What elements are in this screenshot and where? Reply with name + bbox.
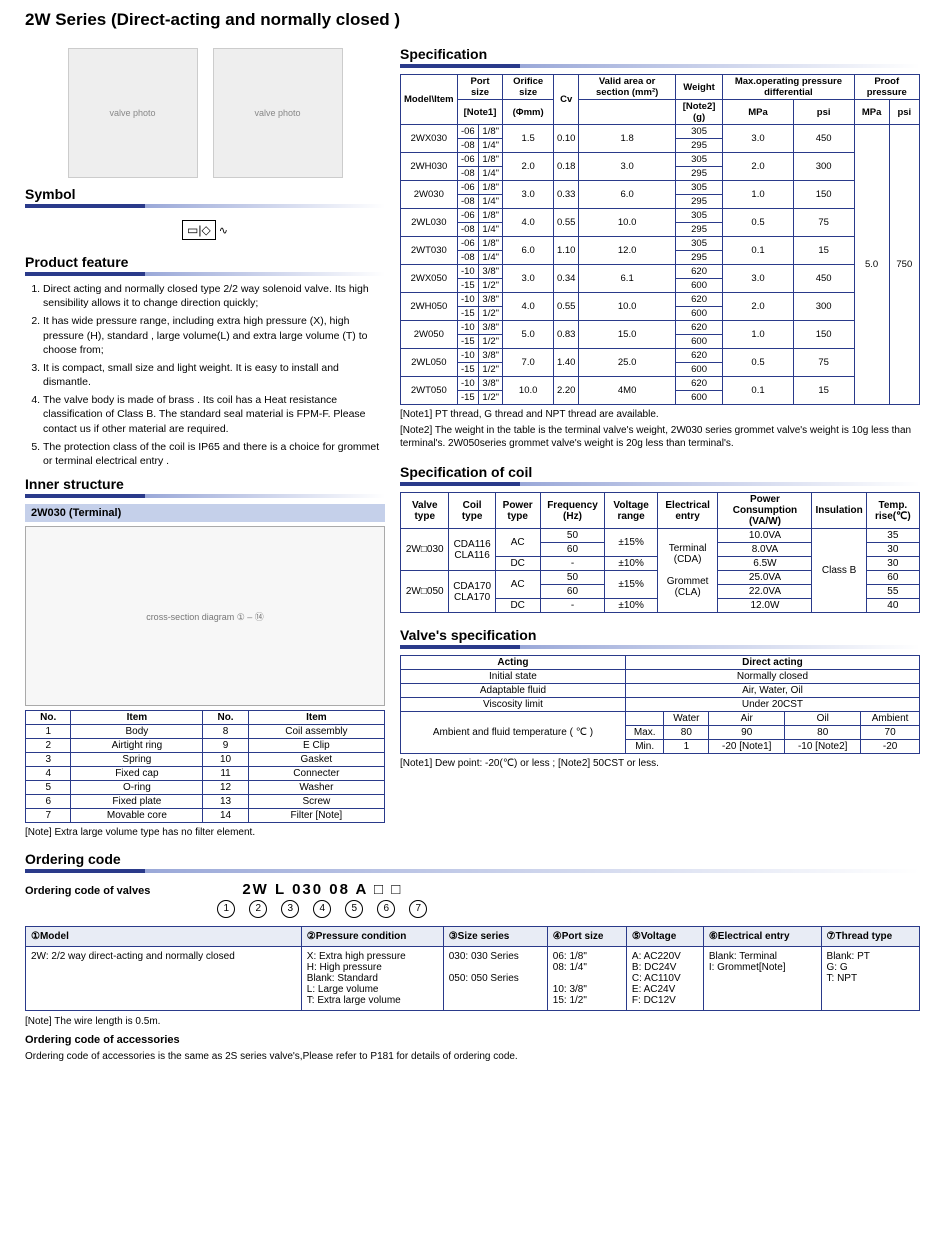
spec-table: Model\ItemPort sizeOrifice sizeCvValid a… xyxy=(400,74,920,405)
vspec-heading: Valve's specification xyxy=(400,627,920,649)
feature-item: It is compact, small size and light weig… xyxy=(43,361,385,389)
feature-item: Direct acting and normally closed type 2… xyxy=(43,282,385,310)
feature-item: The protection class of the coil is IP65… xyxy=(43,440,385,468)
struct-label: 2W030 (Terminal) xyxy=(25,504,385,522)
parts-table: No.ItemNo.Item1Body8Coil assembly2Airtig… xyxy=(25,710,385,823)
coil-table: Valve typeCoil typePower typeFrequency (… xyxy=(400,492,920,613)
product-images: valve photo valve photo xyxy=(25,38,385,178)
order-sub2: Ordering code of accessories xyxy=(25,1034,920,1046)
coil-heading: Specification of coil xyxy=(400,464,920,486)
spec-heading: Specification xyxy=(400,46,920,68)
order-code: 2W L 030 08 A □ □ xyxy=(210,881,434,898)
valve-photo-2: valve photo xyxy=(213,48,343,178)
order-nums: 1234567 xyxy=(210,900,434,918)
page-title: 2W Series (Direct-acting and normally cl… xyxy=(25,10,920,30)
symbol-diagram: ▭|◇ ∿ xyxy=(25,214,385,246)
struct-diagram: cross-section diagram ① – ⑭ xyxy=(25,526,385,706)
valve-photo-1: valve photo xyxy=(68,48,198,178)
order-sub2-text: Ordering code of accessories is the same… xyxy=(25,1050,920,1063)
spec-note2: [Note2] The weight in the table is the t… xyxy=(400,424,920,450)
order-sub1: Ordering code of valves xyxy=(25,885,150,897)
spec-note1: [Note1] PT thread, G thread and NPT thre… xyxy=(400,408,920,421)
feature-heading: Product feature xyxy=(25,254,385,276)
order-heading: Ordering code xyxy=(25,851,920,873)
vspec-table: ActingDirect actingInitial stateNormally… xyxy=(400,655,920,754)
feature-item: The valve body is made of brass . Its co… xyxy=(43,393,385,436)
feature-list: Direct acting and normally closed type 2… xyxy=(25,282,385,468)
symbol-heading: Symbol xyxy=(25,186,385,208)
order-table: ①Model②Pressure condition③Size series④Po… xyxy=(25,926,920,1011)
inner-heading: Inner structure xyxy=(25,476,385,498)
vspec-note: [Note1] Dew point: -20(℃) or less ; [Not… xyxy=(400,757,920,770)
order-note: [Note] The wire length is 0.5m. xyxy=(25,1015,920,1028)
parts-note: [Note] Extra large volume type has no fi… xyxy=(25,826,385,839)
feature-item: It has wide pressure range, including ex… xyxy=(43,314,385,357)
